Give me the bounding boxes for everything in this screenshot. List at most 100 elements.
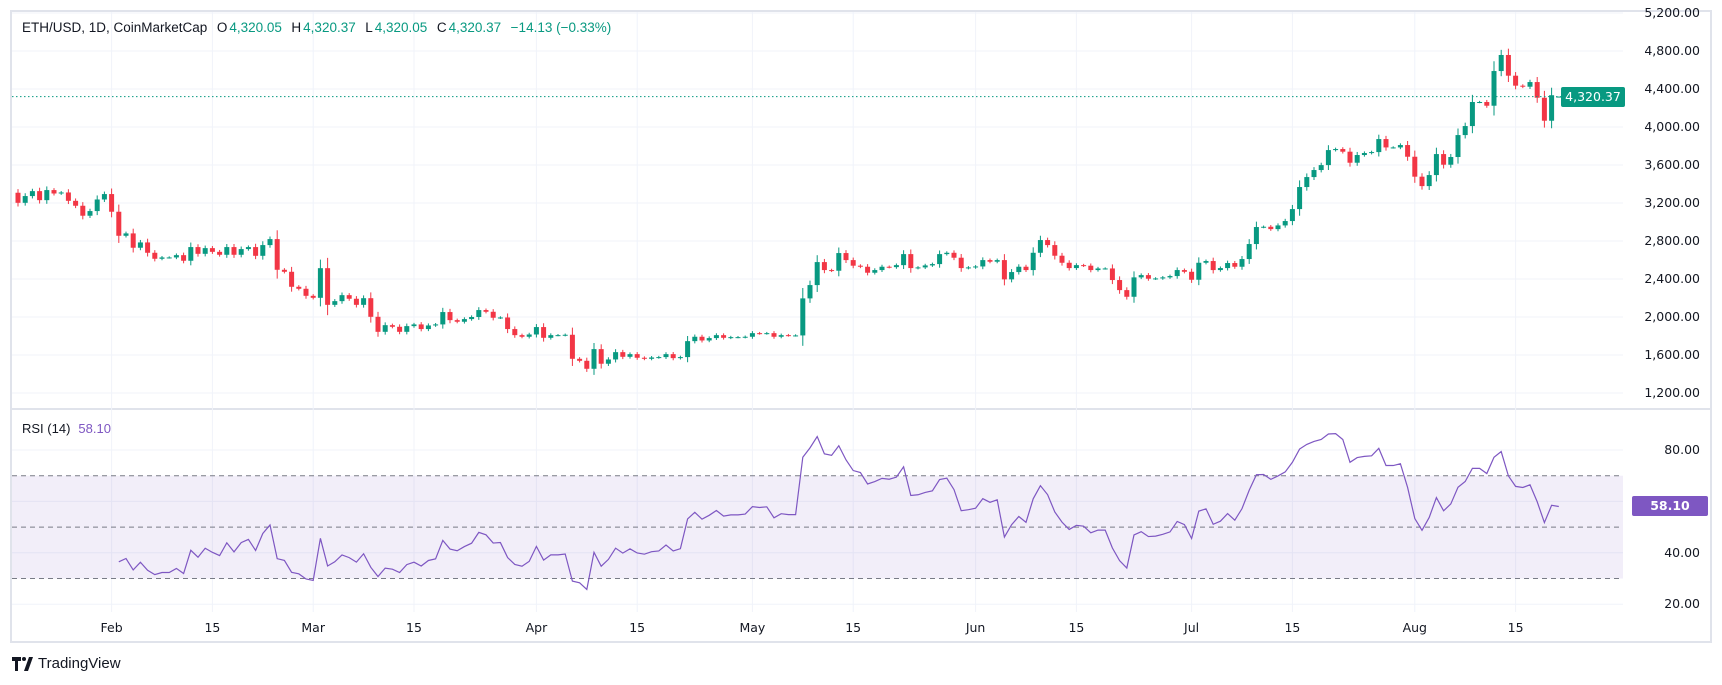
- candle: [641, 356, 647, 361]
- candle-body: [310, 295, 316, 298]
- candle: [476, 307, 482, 320]
- candle: [555, 334, 561, 337]
- candle: [1448, 153, 1454, 168]
- candle-body: [1448, 157, 1454, 165]
- candle: [908, 249, 914, 273]
- candle: [461, 317, 467, 324]
- date-tick-label: 15: [629, 620, 645, 635]
- candle-body: [1196, 262, 1202, 280]
- candle-body: [1181, 270, 1187, 272]
- candle: [886, 265, 892, 269]
- rsi-tick-label: 20.00: [1664, 596, 1700, 611]
- price-tick-label: 2,400.00: [1644, 271, 1700, 286]
- rsi-name[interactable]: RSI (14): [22, 421, 71, 436]
- candle-body: [173, 255, 179, 258]
- candle: [37, 187, 43, 204]
- candle-body: [1102, 268, 1108, 270]
- candle-body: [994, 260, 1000, 262]
- candle: [1037, 235, 1043, 258]
- candle-body: [87, 211, 93, 216]
- candle: [1297, 180, 1303, 216]
- last-price-tag: 4,320.37: [1561, 86, 1625, 107]
- candle-body: [253, 247, 259, 256]
- open-label: O: [216, 20, 228, 35]
- candle-body: [346, 295, 352, 299]
- date-tick-label: Mar: [301, 620, 325, 635]
- close-label: C: [436, 20, 447, 35]
- candle: [1361, 151, 1367, 157]
- candle-body: [1282, 221, 1288, 226]
- date-tick-label: 15: [1508, 620, 1524, 635]
- candle: [1556, 96, 1562, 98]
- candle-body: [130, 233, 136, 248]
- candle-body: [353, 298, 359, 305]
- candle-body: [987, 260, 993, 262]
- candle-body: [296, 286, 302, 289]
- candle: [937, 250, 943, 268]
- price-tick-label: 1,600.00: [1644, 347, 1700, 362]
- candle-body: [973, 266, 979, 268]
- candle: [505, 313, 511, 334]
- candle: [346, 293, 352, 301]
- candle-body: [598, 349, 604, 364]
- date-tick-label: 15: [406, 620, 422, 635]
- candle-body: [1009, 272, 1015, 280]
- candle-body: [1160, 277, 1166, 279]
- candle: [1001, 254, 1007, 286]
- candle-body: [476, 310, 482, 317]
- candle: [1527, 79, 1533, 90]
- tradingview-logo[interactable]: TradingView: [12, 655, 121, 672]
- candle: [771, 331, 777, 339]
- candle-body: [145, 242, 151, 253]
- candle: [973, 265, 979, 269]
- high-value: 4,320.37: [303, 20, 356, 35]
- candle-body: [245, 247, 251, 250]
- candle-body: [1232, 263, 1238, 267]
- candle: [1081, 263, 1087, 267]
- candle-body: [1354, 155, 1360, 163]
- candle-body: [677, 357, 683, 359]
- candle-body: [843, 253, 849, 261]
- rsi-value-tag: 58.10: [1632, 496, 1708, 517]
- candle: [1412, 150, 1418, 183]
- candle-body: [361, 298, 367, 305]
- candle-body: [965, 267, 971, 269]
- candle-body: [821, 262, 827, 271]
- candle-body: [1203, 261, 1209, 263]
- candle: [1217, 266, 1223, 272]
- candle: [224, 244, 230, 258]
- candle: [591, 343, 597, 375]
- candle: [267, 236, 273, 248]
- candle-body: [865, 266, 871, 273]
- candle-body: [209, 248, 215, 252]
- low-value: 4,320.05: [374, 20, 428, 35]
- candle: [1167, 274, 1173, 279]
- date-tick-label: 15: [204, 620, 220, 635]
- candle: [807, 280, 813, 303]
- grid-lines: [12, 12, 1623, 612]
- candle-body: [1549, 95, 1555, 121]
- candle: [865, 264, 871, 276]
- candle-body: [289, 271, 295, 287]
- candle-body: [454, 320, 460, 322]
- candle-body: [1117, 280, 1123, 291]
- candle: [1433, 147, 1439, 182]
- candle-body: [922, 265, 928, 268]
- candle: [51, 188, 57, 196]
- candle-body: [533, 327, 539, 335]
- candle: [281, 268, 287, 274]
- candle: [1117, 276, 1123, 294]
- candle-body: [22, 196, 28, 203]
- candle-body: [577, 358, 583, 361]
- price-tick-label: 3,200.00: [1644, 195, 1700, 210]
- candle: [1268, 225, 1274, 231]
- candle-body: [613, 352, 619, 360]
- candle-body: [202, 248, 208, 254]
- candle-body: [109, 194, 115, 212]
- candle-body: [584, 360, 590, 369]
- candle-body: [757, 333, 763, 335]
- symbol-title[interactable]: ETH/USD, 1D, CoinMarketCap: [22, 20, 208, 35]
- candle-body: [101, 194, 107, 200]
- candle: [584, 357, 590, 372]
